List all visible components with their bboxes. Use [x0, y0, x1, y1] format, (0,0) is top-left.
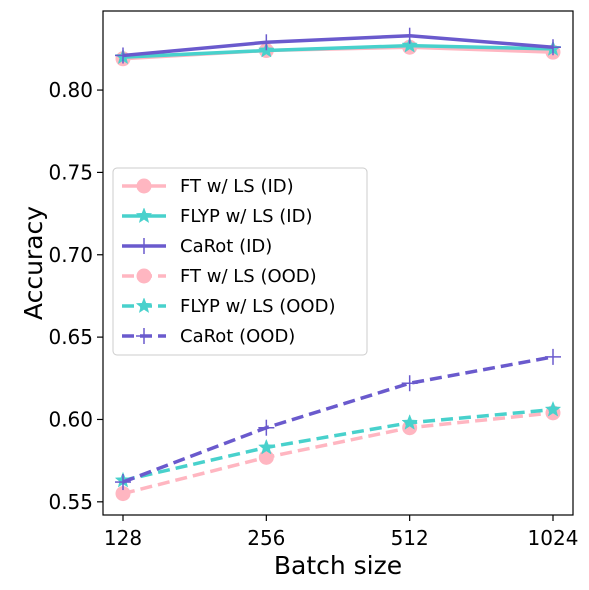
- legend-item: FLYP w/ LS (OOD): [122, 296, 336, 317]
- y-tick-label: 0.65: [48, 325, 93, 349]
- legend-item: FT w/ LS (OOD): [122, 266, 317, 287]
- legend-label: FLYP w/ LS (OOD): [180, 296, 336, 317]
- y-tick-label: 0.75: [48, 160, 93, 184]
- data-point: [545, 348, 561, 365]
- data-point: [544, 400, 562, 417]
- legend: FT w/ LS (ID) FLYP w/ LS (ID) CaRot (ID) FT…: [112, 167, 368, 356]
- series-line: [122, 407, 554, 483]
- data-point: [258, 34, 275, 51]
- y-axis-label: Accuracy: [19, 206, 48, 320]
- legend-item: FLYP w/ LS (ID): [122, 206, 312, 227]
- data-point: [115, 47, 131, 64]
- x-tick-label: 256: [247, 526, 285, 550]
- y-axis-ticks: 0.55 0.60 0.65 0.70 0.75 0.80: [48, 78, 103, 514]
- x-axis-ticks: 128 256 512 1024: [104, 515, 579, 550]
- y-tick-label: 0.70: [48, 243, 93, 267]
- x-axis-label: Batch size: [274, 551, 402, 580]
- data-point: [258, 419, 275, 436]
- legend-swatch-marker: [135, 207, 153, 224]
- data-point: [401, 414, 418, 430]
- series-layer: [114, 27, 562, 502]
- series-line: [122, 411, 554, 496]
- legend-swatch-marker: [136, 268, 152, 284]
- data-point: [401, 27, 418, 44]
- legend-swatch-marker: [136, 178, 152, 194]
- plot-frame: [102, 10, 574, 516]
- legend-label: FT w/ LS (ID): [180, 176, 294, 197]
- legend-item: CaRot (ID): [122, 236, 272, 257]
- x-tick-label: 1024: [528, 526, 579, 550]
- series-3: [115, 405, 561, 502]
- series-line: [122, 43, 554, 59]
- x-tick-label: 512: [391, 526, 429, 550]
- data-point: [258, 449, 274, 465]
- data-point: [401, 36, 418, 53]
- data-point: [401, 375, 418, 392]
- legend-box: [112, 167, 368, 356]
- legend-label: FLYP w/ LS (ID): [180, 206, 312, 227]
- legend-swatch-marker: [136, 238, 152, 254]
- series-5: [115, 348, 561, 491]
- data-point: [115, 474, 131, 491]
- legend-item: CaRot (OOD): [122, 326, 295, 347]
- series-line: [122, 33, 554, 58]
- legend-label: CaRot (OOD): [180, 326, 295, 347]
- y-tick-label: 0.80: [48, 78, 93, 102]
- legend-label: FT w/ LS (OOD): [180, 266, 317, 287]
- y-tick-label: 0.55: [48, 490, 93, 514]
- legend-item: FT w/ LS (ID): [122, 176, 294, 197]
- data-point: [258, 438, 275, 455]
- legend-swatch-marker: [135, 297, 153, 314]
- series-2: [115, 27, 561, 64]
- y-tick-label: 0.60: [48, 407, 93, 431]
- legend-label: CaRot (ID): [180, 236, 272, 257]
- legend-swatch-marker: [136, 328, 152, 344]
- series-line: [122, 355, 554, 484]
- data-point: [545, 39, 561, 56]
- x-tick-label: 128: [104, 526, 142, 550]
